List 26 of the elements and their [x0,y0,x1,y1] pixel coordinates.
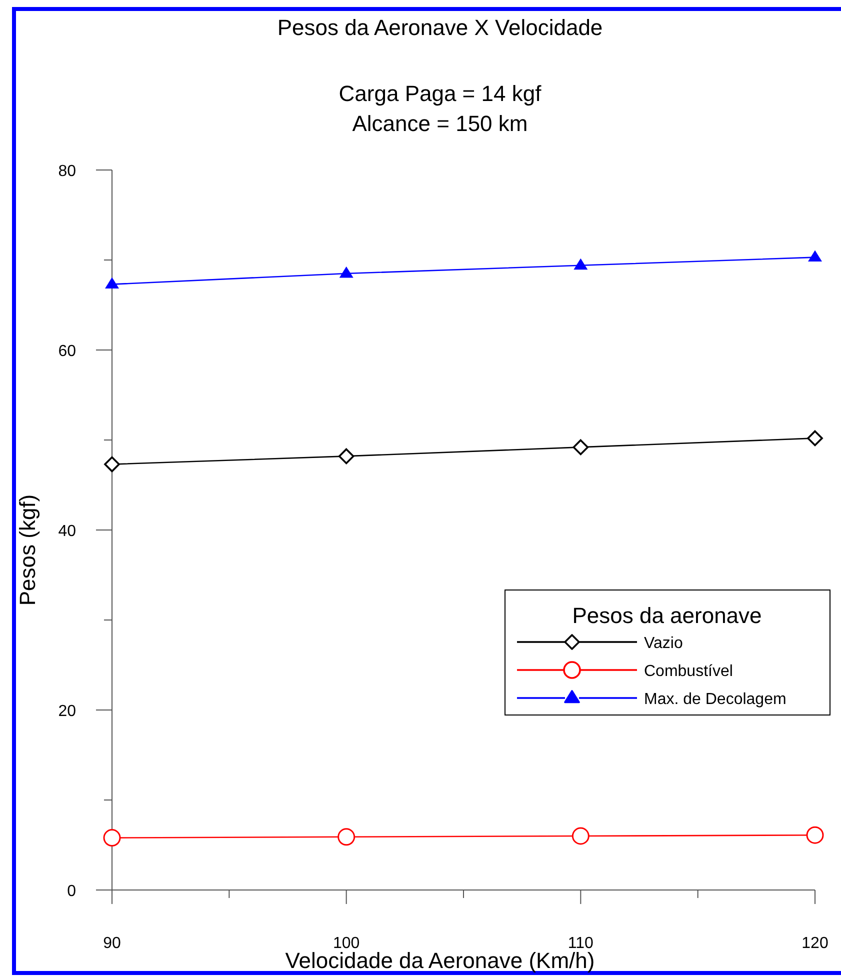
point [104,456,120,472]
chart-title: Pesos da Aeronave X Velocidade [277,15,603,40]
point [808,250,822,262]
point [807,430,823,446]
x-tick-label: 90 [103,935,121,952]
point [103,829,121,847]
y-tick-label: 0 [67,883,76,900]
y-tick-label: 80 [58,163,76,180]
point [338,448,354,464]
chart-subtitle: Carga Paga = 14 kgf Alcance = 150 km [338,81,542,136]
point [105,277,119,288]
y-tick-label: 60 [58,343,76,360]
point [572,827,590,845]
point [574,258,588,270]
point [572,439,589,456]
y-tick-label: 40 [58,523,76,540]
point [806,826,824,844]
legend-label: Combustível [644,663,733,680]
y-axis-title: Pesos (kgf) [15,494,40,606]
y-tick-label: 20 [58,703,76,720]
legend-label: Max. de Decolagem [644,691,786,708]
point [338,828,356,846]
point [339,266,354,278]
legend-title: Pesos da aeronave [572,603,762,628]
x-tick-label: 120 [802,935,828,952]
legend-label: Vazio [644,635,683,652]
